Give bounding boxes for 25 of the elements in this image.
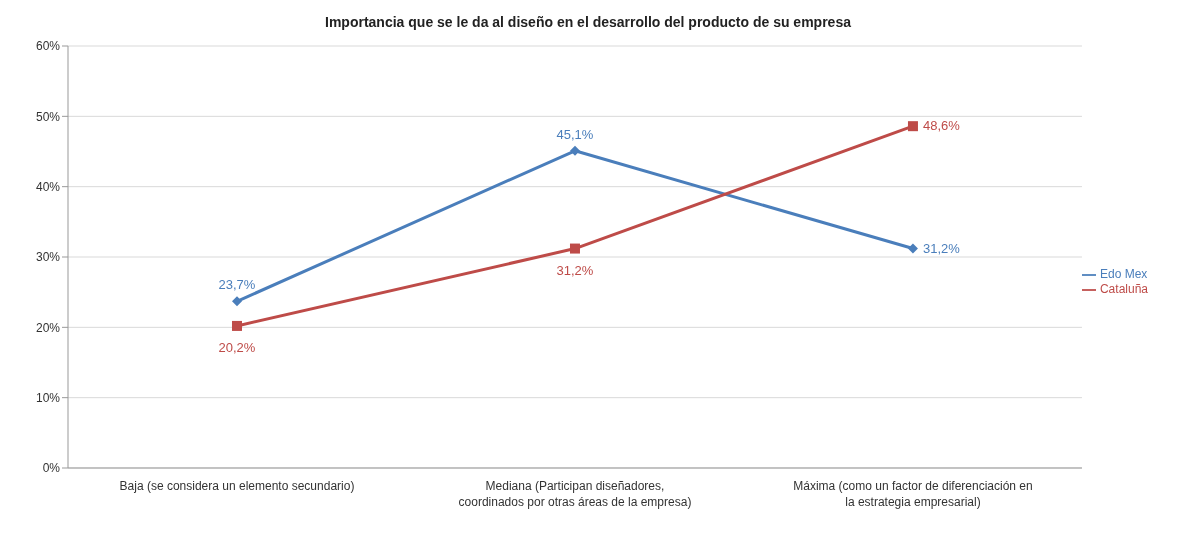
y-tick-label: 40% — [35, 179, 61, 194]
legend-label: Edo Mex — [1099, 267, 1148, 282]
y-tick-label: 20% — [35, 320, 61, 335]
y-tick-label: 60% — [35, 39, 61, 54]
point — [569, 145, 580, 156]
y-tick-label: 30% — [35, 250, 61, 265]
data-label: 31,2% — [556, 262, 594, 278]
y-tick-label: 0% — [42, 461, 61, 476]
point — [907, 243, 918, 254]
y-tick-label: 50% — [35, 109, 61, 124]
y-tick-label: 10% — [35, 390, 61, 405]
legend-label: Cataluña — [1099, 282, 1148, 296]
data-label: 31,2% — [922, 240, 961, 256]
data-label: 48,6% — [922, 118, 961, 134]
data-label: 45,1% — [556, 126, 594, 142]
x-tick-label: Máxima (como un factor de diferenciación en la estrategia empresarial) — [793, 479, 1033, 509]
data-label: 23,7% — [218, 277, 256, 293]
point — [231, 320, 242, 331]
data-label: 20,2% — [218, 339, 256, 355]
chart-title: Importancia que se le da al diseño en el desarrollo del producto de su empresa — [324, 13, 852, 32]
x-tick-label: Mediana (Participan diseñadores, coordinados por otras áreas de la empresa) — [458, 479, 692, 509]
point — [907, 121, 918, 132]
point — [569, 243, 580, 254]
point — [231, 296, 242, 307]
x-tick-label: Baja (se considera un elemento secundario) — [119, 479, 355, 493]
